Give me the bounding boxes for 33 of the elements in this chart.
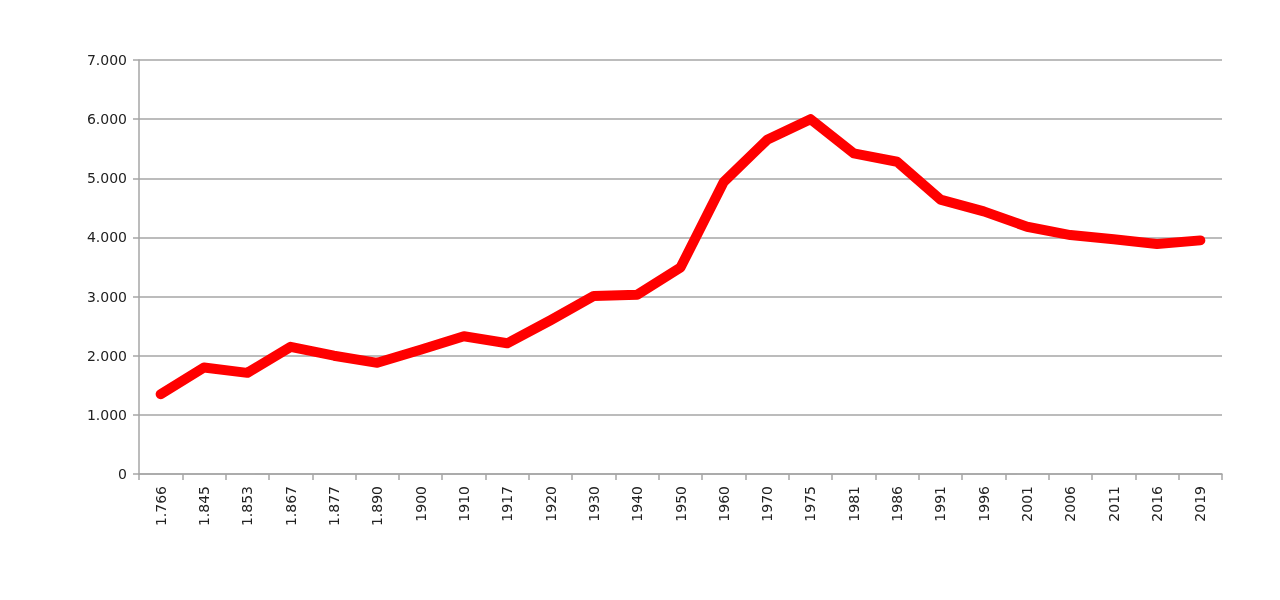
x-tick-label: 1917: [499, 486, 516, 522]
x-tick-label: 1996: [975, 485, 992, 522]
x-tick-label: 1960: [715, 486, 732, 522]
x-tick-label: 1940: [629, 486, 646, 522]
y-tick-label: 4.000: [86, 229, 127, 246]
x-tick-label: 1900: [412, 486, 429, 522]
y-tick-label: 0: [118, 466, 127, 482]
y-tick-label: 6.000: [86, 111, 127, 128]
x-tick-label: 1910: [455, 486, 472, 522]
x-tick-label: 1986: [889, 485, 906, 522]
x-tick-label: 1920: [542, 486, 559, 522]
x-tick-label: 2001: [1019, 486, 1036, 522]
x-tick-label: 2016: [1149, 485, 1166, 522]
x-tick-label: 2006: [1062, 485, 1079, 522]
x-tick-label: 1930: [585, 486, 602, 522]
x-tick-label: 1.766: [152, 485, 169, 527]
y-tick-label: 2.000: [86, 347, 127, 364]
x-tick-label: 1991: [932, 486, 949, 522]
x-tick-label: 2019: [1192, 486, 1209, 522]
y-tick-label: 7.000: [86, 52, 127, 68]
x-tick-label: 1981: [845, 486, 862, 522]
x-tick-label: 1.890: [369, 486, 386, 527]
x-tick-label: 1.867: [282, 486, 299, 527]
y-tick-label: 3.000: [86, 288, 127, 305]
x-tick-label: 1.877: [325, 486, 342, 527]
x-tick-label: 1970: [759, 486, 776, 522]
y-tick-label: 5.000: [86, 170, 127, 187]
y-tick-label: 1.000: [86, 406, 127, 423]
x-tick-label: 2011: [1105, 486, 1122, 522]
x-tick-label: 1950: [672, 486, 689, 522]
x-tick-label: 1975: [802, 486, 819, 522]
x-tick-label: 1.845: [195, 486, 212, 527]
x-tick-label: 1.853: [239, 486, 256, 527]
